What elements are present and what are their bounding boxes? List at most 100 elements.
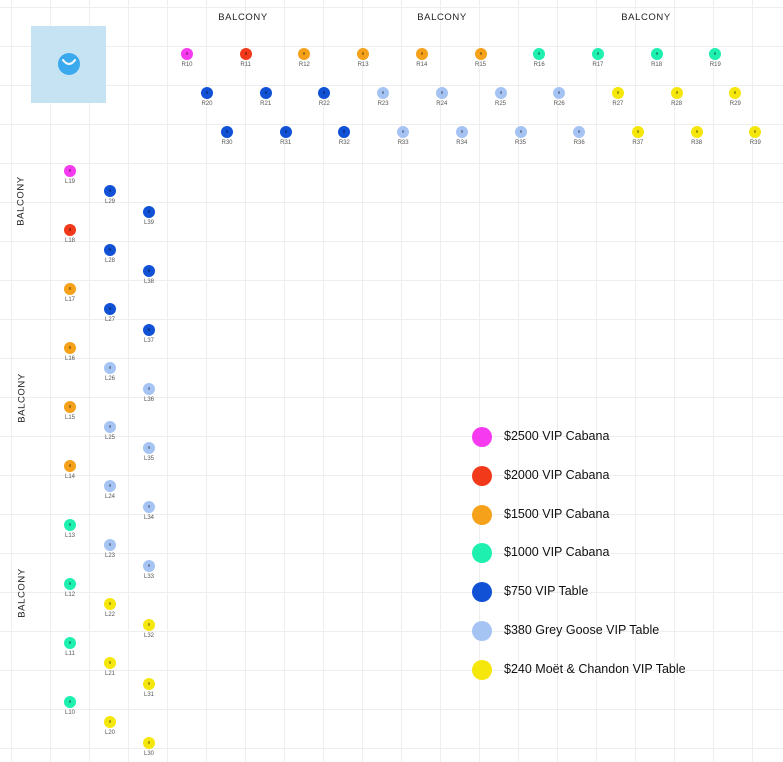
seat-l35[interactable] — [143, 442, 155, 454]
seat-l11[interactable] — [64, 637, 76, 649]
seat-l27[interactable] — [104, 303, 116, 315]
seat-r32[interactable] — [338, 126, 351, 138]
seat-r39[interactable] — [749, 126, 762, 138]
seat-l22[interactable] — [104, 598, 116, 610]
seat-label: L30 — [143, 751, 155, 757]
seat-r13[interactable] — [357, 48, 370, 60]
seat-marker-icon — [519, 130, 522, 133]
seat-l29[interactable] — [104, 185, 116, 197]
seat-l12[interactable] — [64, 578, 76, 590]
seat-marker-icon — [69, 523, 71, 526]
seat-marker-icon — [69, 287, 71, 290]
seat-l33[interactable] — [143, 560, 155, 572]
seat-label: R25 — [494, 101, 507, 107]
seat-marker-icon — [148, 505, 150, 508]
legend-label: $1000 VIP Cabana — [504, 545, 610, 560]
seat-marker-icon — [186, 52, 188, 55]
seat-r26[interactable] — [553, 87, 566, 99]
seat-r18[interactable] — [650, 48, 663, 60]
seat-r28[interactable] — [670, 87, 683, 99]
legend-label: $380 Grey Goose VIP Table — [504, 622, 660, 637]
seat-l30[interactable] — [143, 737, 155, 749]
seat-l13[interactable] — [64, 519, 76, 531]
seat-marker-icon — [109, 366, 111, 369]
seat-marker-icon — [303, 52, 306, 55]
seat-l25[interactable] — [104, 421, 116, 433]
seat-r16[interactable] — [533, 48, 546, 60]
seat-label: R27 — [612, 101, 624, 107]
seat-marker-icon — [109, 543, 111, 546]
seat-r25[interactable] — [494, 87, 507, 99]
seat-marker-icon — [69, 405, 71, 408]
seat-l37[interactable] — [143, 324, 155, 336]
seat-label: R39 — [749, 140, 761, 146]
seat-l19[interactable] — [64, 165, 76, 177]
seat-r19[interactable] — [709, 48, 722, 60]
seat-r29[interactable] — [729, 87, 742, 99]
seat-label: R36 — [573, 140, 585, 146]
seat-l31[interactable] — [143, 678, 155, 690]
seat-r37[interactable] — [631, 126, 644, 138]
seat-r34[interactable] — [455, 126, 468, 138]
seat-marker-icon — [323, 91, 326, 94]
seat-l28[interactable] — [104, 244, 116, 256]
seat-marker-icon — [284, 130, 287, 133]
seat-r10[interactable] — [181, 48, 193, 60]
legend-label: $2500 VIP Cabana — [504, 429, 610, 443]
seat-l17[interactable] — [64, 283, 76, 295]
seat-label: L10 — [64, 710, 76, 716]
seat-label: L25 — [104, 435, 116, 441]
seat-l36[interactable] — [143, 383, 155, 395]
seat-label: R18 — [651, 62, 663, 68]
seat-r17[interactable] — [591, 48, 604, 60]
seat-r33[interactable] — [397, 126, 410, 138]
seat-label: R28 — [671, 101, 683, 107]
seat-r36[interactable] — [573, 126, 586, 138]
seat-label: L20 — [104, 730, 116, 736]
seat-r20[interactable] — [201, 87, 213, 99]
seat-marker-icon — [109, 307, 111, 310]
seat-l18[interactable] — [64, 224, 76, 236]
seat-l10[interactable] — [64, 696, 76, 708]
seat-label: R14 — [416, 62, 428, 68]
seat-l14[interactable] — [64, 460, 76, 472]
seat-label: L31 — [143, 692, 155, 698]
seat-r11[interactable] — [239, 48, 252, 60]
seat-r24[interactable] — [435, 87, 448, 99]
seat-marker-icon — [402, 130, 405, 133]
seat-r12[interactable] — [298, 48, 311, 60]
seat-r35[interactable] — [514, 126, 527, 138]
seat-r22[interactable] — [318, 87, 331, 99]
seat-r23[interactable] — [377, 87, 390, 99]
seat-label: L26 — [104, 376, 116, 382]
seat-l39[interactable] — [143, 206, 155, 218]
seat-l15[interactable] — [64, 401, 76, 413]
balcony-label-top-center: BALCONY — [417, 12, 467, 23]
seat-r14[interactable] — [415, 48, 428, 60]
seat-marker-icon — [479, 52, 482, 55]
seat-label: L22 — [104, 612, 116, 618]
seat-label: R29 — [729, 101, 741, 107]
seat-marker-icon — [148, 269, 150, 272]
seat-l26[interactable] — [104, 362, 116, 374]
seat-r15[interactable] — [474, 48, 487, 60]
seat-l38[interactable] — [143, 265, 155, 277]
seat-label: R33 — [397, 140, 409, 146]
seat-l16[interactable] — [64, 342, 76, 354]
seat-l34[interactable] — [143, 501, 155, 513]
seat-r27[interactable] — [611, 87, 624, 99]
seat-r31[interactable] — [279, 126, 292, 138]
seat-r30[interactable] — [221, 126, 233, 138]
seat-r38[interactable] — [690, 126, 703, 138]
seat-label: L17 — [64, 297, 76, 303]
seat-l32[interactable] — [143, 619, 155, 631]
seat-l20[interactable] — [104, 716, 116, 728]
seat-r21[interactable] — [259, 87, 272, 99]
seat-marker-icon — [109, 602, 111, 605]
seat-l23[interactable] — [104, 539, 116, 551]
seat-marker-icon — [69, 346, 71, 349]
legend-swatch — [472, 427, 492, 447]
seat-l21[interactable] — [104, 657, 116, 669]
seat-l24[interactable] — [104, 480, 116, 492]
